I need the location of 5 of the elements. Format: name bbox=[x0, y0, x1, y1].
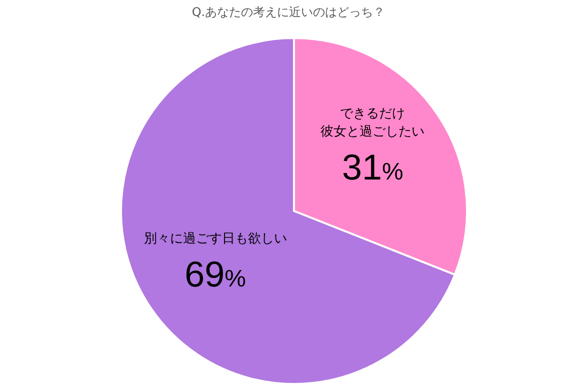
slice-label: できるだけ彼女と過ごしたい bbox=[320, 106, 425, 140]
chart-title: Q.あなたの考えに近いのはどっち？ bbox=[190, 4, 386, 21]
data-label: 69% bbox=[184, 253, 246, 294]
slice-label: 別々に過ごす日も欲しい bbox=[144, 231, 287, 246]
data-label: 31% bbox=[342, 146, 404, 188]
